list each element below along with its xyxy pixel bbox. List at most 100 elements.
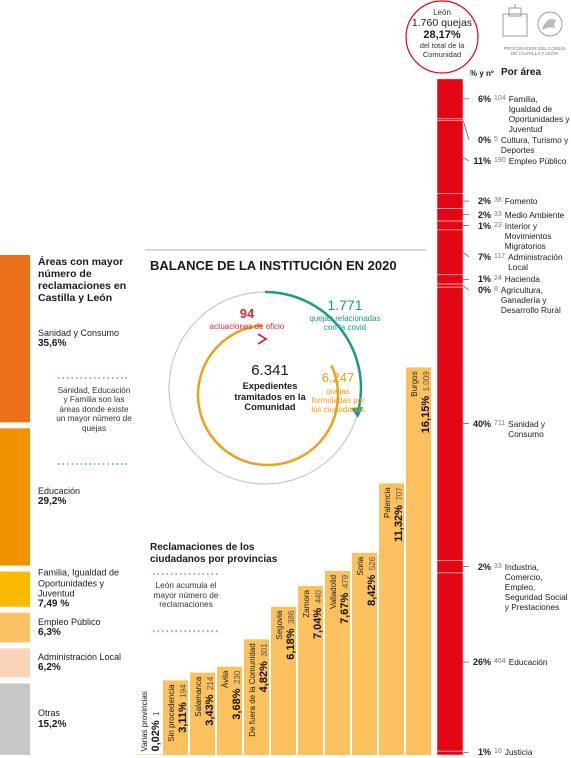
bar-category: Soria: [356, 556, 365, 575]
leon-area-label: 2% 33 Medio Ambiente: [469, 210, 571, 220]
leon-name: León: [433, 8, 451, 17]
bar: [298, 586, 323, 755]
leon-bubble-text: León 1.760 quejas 28,17% del total de la…: [408, 8, 476, 59]
bar-value-group: 16,15% 1.009: [416, 371, 433, 433]
bar-count: 526: [368, 556, 377, 570]
area-name: Sanidad y Consumo: [38, 327, 120, 338]
area-name: Agricultura, Ganadería y Desarrollo Rura…: [500, 285, 561, 316]
area-count: 33: [494, 210, 502, 218]
area-value: 35,6%: [38, 338, 67, 350]
area-label: Educación 29,2%: [38, 486, 143, 508]
area-pct: 0%: [477, 285, 491, 296]
area-segment: [0, 255, 30, 423]
area-name: Medio Ambiente: [504, 209, 565, 220]
area-name: Otras: [38, 708, 61, 719]
area-name: Cultura, Turismo y Deportes: [500, 134, 569, 155]
bar-value-label: 6,18%: [285, 628, 297, 659]
area-count: 33: [494, 562, 502, 570]
leon-share: 28,17%: [423, 29, 461, 42]
leon-area-segment: [436, 750, 464, 756]
bar: [379, 483, 404, 755]
leader-line: [462, 285, 470, 291]
bar-chart-title: Reclamaciones de los ciudadanos por prov…: [150, 542, 278, 565]
bar-count: 214: [206, 676, 215, 690]
bar: [244, 639, 269, 755]
area-segment: [0, 612, 30, 643]
covid-text: quejas relacionadas con la covid: [309, 314, 381, 333]
leon-area-segment: [436, 120, 464, 195]
leon-area-segment: [436, 286, 464, 561]
bar-count: 440: [314, 590, 323, 604]
bar-count: 230: [233, 670, 242, 684]
bar-count: 386: [287, 610, 296, 624]
bar-value-group: 3,68% 230: [227, 670, 244, 720]
bar-value-label: 0,02%: [150, 720, 162, 751]
total-text: Expedientes tramitados en la Comunidad: [234, 381, 306, 413]
area-pct: 2%: [477, 196, 491, 207]
bar-value-group: 7,67% 479: [335, 574, 352, 624]
area-value: 6,2%: [38, 662, 61, 674]
areas-note: Sanidad, Educación y Familia son las áre…: [56, 386, 132, 433]
bar-value-group: 7,04% 440: [308, 590, 325, 640]
bar-value-label: 3,11%: [177, 702, 189, 733]
bar-value-group: 0,02% 1: [146, 711, 163, 752]
bar-value-label: 8,42%: [366, 575, 378, 606]
covid-value: 1.771: [327, 297, 363, 313]
leon-bubble: [405, 0, 479, 74]
bar-category: De fuera de la Comunidad: [248, 643, 257, 736]
area-pct: 6%: [477, 93, 491, 104]
leader-line: [462, 119, 470, 140]
area-label: Familia, Igualdad de Oportunidades y Juv…: [38, 568, 143, 611]
area-pct: 40%: [472, 418, 491, 429]
bar-category: Palencia: [383, 487, 392, 518]
area-value: 7,49 %: [38, 598, 70, 610]
bar-chart-note: León acumula el mayor número de reclamac…: [153, 580, 219, 610]
oficio-text: actuaciones de oficio: [209, 322, 285, 331]
area-pct: 0%: [477, 134, 491, 145]
area-value: 29,2%: [38, 496, 67, 508]
bar-value-label: 7,04%: [312, 608, 324, 639]
citizens-arc: [196, 324, 340, 467]
area-name: Justicia: [504, 747, 533, 757]
leon-area-segment: [436, 208, 464, 222]
area-segment: [0, 683, 30, 755]
total-value: 6.341: [251, 362, 289, 379]
logo-text: PROCURADOR DEL COMÚN DE CASTILLA Y LEÓN: [498, 46, 571, 57]
area-name: Hacienda: [504, 274, 540, 285]
leon-area-label: 2% 33 Industria, Comercio, Empleo, Segurid…: [469, 562, 571, 612]
area-name: Administración Local: [38, 652, 122, 663]
bar-count: 194: [179, 684, 188, 698]
bar-value-group: 4,82% 301: [254, 643, 271, 693]
leon-area-label: 1% 23 Interior y Movimientos Migratorios: [469, 221, 571, 251]
bar: [271, 606, 296, 755]
area-count: 10: [494, 748, 502, 755]
area-count: 190: [494, 156, 506, 164]
area-name: Interior y Movimientos Migratorios: [504, 220, 552, 251]
logo: [502, 4, 563, 37]
bar-value-label: 7,67%: [339, 593, 351, 624]
leon-area-segment: [436, 220, 464, 231]
leon-area-label: 0% 8 Agricultura, Ganadería y Desarrollo R…: [469, 285, 571, 315]
area-pct: 2%: [477, 561, 491, 572]
bar-value-group: 6,18% 386: [281, 610, 298, 660]
area-name: Empleo Público: [38, 616, 101, 627]
area-name: Administración Local: [508, 251, 563, 272]
area-count: 38: [494, 197, 502, 205]
area-count: 464: [494, 658, 506, 666]
bar-category: Segovia: [275, 610, 284, 639]
bar-value-label: 11,32%: [393, 505, 405, 542]
bar-category: Salamanca: [194, 676, 203, 717]
area-value: 6,3%: [38, 626, 61, 638]
bar-category: Ávila: [221, 670, 230, 688]
header-pct: % y nº: [470, 69, 494, 78]
logo-line: DE CASTILLA Y LEÓN: [510, 51, 559, 57]
area-value: 15,2%: [38, 718, 67, 730]
leader-line: [462, 751, 470, 754]
bar-value-label: 4,82%: [258, 661, 270, 692]
area-count: 104: [494, 94, 506, 102]
leon-count: 1.760 quejas: [411, 17, 473, 30]
leon-area-segment: [436, 283, 464, 288]
bar-count: 707: [395, 487, 404, 501]
